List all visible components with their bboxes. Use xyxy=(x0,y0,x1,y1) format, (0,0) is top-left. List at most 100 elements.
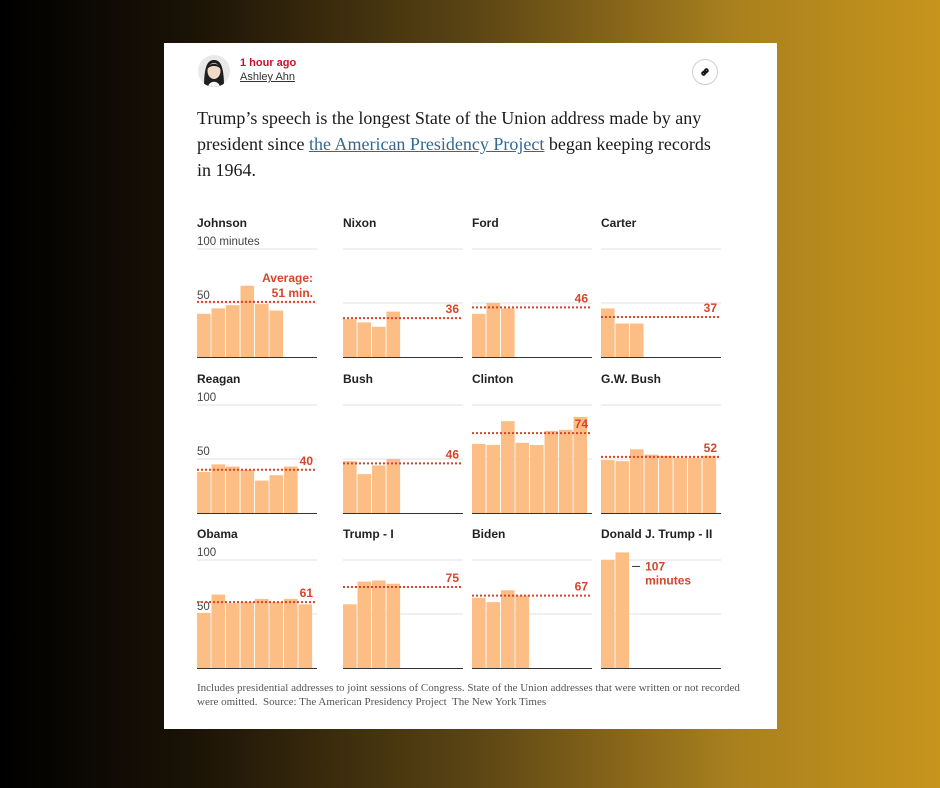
bar-obama xyxy=(226,603,240,668)
bar-obama xyxy=(211,594,226,668)
bar-donald-j-trump-ii xyxy=(601,560,615,668)
bar-clinton xyxy=(486,444,501,513)
panel-title-reagan: Reagan xyxy=(197,372,240,386)
average-label-trump-i: 75 xyxy=(446,571,460,585)
average-label-g-w-bush: 52 xyxy=(704,441,718,455)
bar-johnson xyxy=(240,285,255,357)
bar-reagan xyxy=(240,469,255,513)
bar-bush xyxy=(343,461,357,513)
author-link[interactable]: Ashley Ahn xyxy=(240,71,296,83)
average-label-johnson: 51 min. xyxy=(272,286,313,300)
footnote-note: Includes presidential addresses to joint… xyxy=(197,682,740,708)
article-card: 1 hour ago Ashley Ahn Trump’s speech is … xyxy=(164,43,777,729)
bar-obama xyxy=(255,598,269,668)
bar-reagan xyxy=(211,464,226,513)
bar-obama xyxy=(298,604,313,668)
bar-clinton xyxy=(472,443,486,513)
panel-title-carter: Carter xyxy=(601,216,637,230)
link-icon xyxy=(701,68,709,76)
panel-title-johnson: Johnson xyxy=(197,216,247,230)
bar-johnson xyxy=(255,304,269,357)
value-label-donald-j-trump-ii: 107 xyxy=(645,559,665,573)
average-label-carter: 37 xyxy=(704,301,718,315)
copy-link-button[interactable] xyxy=(692,59,718,85)
panel-title-nixon: Nixon xyxy=(343,216,376,230)
average-label-biden: 67 xyxy=(575,580,589,594)
value-label-donald-j-trump-ii: minutes xyxy=(645,573,691,587)
y-tick-label: 50 xyxy=(197,290,210,302)
y-tick-label: 50 xyxy=(197,446,210,458)
bar-clinton xyxy=(501,421,515,513)
bar-nixon xyxy=(357,322,372,357)
bar-g-w-bush xyxy=(601,460,615,513)
bar-g-w-bush xyxy=(630,449,644,513)
author-avatar[interactable] xyxy=(198,55,230,87)
y-tick-label: 100 xyxy=(197,547,216,559)
bar-obama xyxy=(269,602,284,668)
panel-title-trump-i: Trump - I xyxy=(343,527,394,541)
bar-reagan xyxy=(197,471,211,513)
bar-clinton xyxy=(515,442,530,513)
bar-clinton xyxy=(559,429,573,513)
bar-g-w-bush xyxy=(702,455,717,513)
bar-trump-i xyxy=(386,583,401,668)
average-label-obama: 61 xyxy=(300,586,314,600)
bar-clinton xyxy=(573,416,588,513)
panel-title-donald-j-trump-ii: Donald J. Trump - II xyxy=(601,527,712,541)
average-label-johnson: Average: xyxy=(262,271,313,285)
bar-johnson xyxy=(211,308,226,357)
average-label-reagan: 40 xyxy=(300,454,314,468)
y-tick-label: 50 xyxy=(197,601,210,613)
bar-reagan xyxy=(284,466,298,513)
bar-ford xyxy=(501,308,515,357)
footnote: Includes presidential addresses to joint… xyxy=(197,681,757,709)
bar-johnson xyxy=(197,313,211,357)
y-tick-label: 100 minutes xyxy=(197,236,260,248)
bar-clinton xyxy=(530,444,544,513)
headline: Trump’s speech is the longest State of t… xyxy=(197,105,722,183)
bar-biden xyxy=(501,590,515,668)
bar-reagan xyxy=(255,480,269,513)
bar-obama xyxy=(197,612,211,668)
bar-biden xyxy=(515,595,530,668)
bar-clinton xyxy=(544,430,559,513)
bar-nixon xyxy=(386,311,401,357)
footnote-source: Source: The American Presidency Project xyxy=(262,696,447,708)
bar-bush xyxy=(386,459,401,513)
bar-ford xyxy=(472,313,486,357)
bar-johnson xyxy=(269,310,284,357)
bar-bush xyxy=(357,474,372,513)
bar-ford xyxy=(486,303,501,357)
panel-title-g-w-bush: G.W. Bush xyxy=(601,372,661,386)
bar-obama xyxy=(240,602,255,668)
bar-donald-j-trump-ii xyxy=(615,552,630,668)
presidency-project-link[interactable]: the American Presidency Project xyxy=(308,134,545,154)
footnote-credit: The New York Times xyxy=(451,696,547,708)
bar-nixon xyxy=(372,326,386,357)
bar-carter xyxy=(615,323,630,357)
bar-biden xyxy=(472,597,486,668)
bar-reagan xyxy=(269,475,284,513)
bar-bush xyxy=(372,465,386,513)
bar-biden xyxy=(486,602,501,668)
bar-trump-i xyxy=(357,581,372,668)
y-tick-label: 100 xyxy=(197,392,216,404)
panel-title-bush: Bush xyxy=(343,372,373,386)
bar-johnson xyxy=(226,305,240,357)
bar-g-w-bush xyxy=(659,455,673,513)
bar-carter xyxy=(601,308,615,357)
bar-trump-i xyxy=(343,604,357,668)
panel-title-biden: Biden xyxy=(472,527,505,541)
headline-text-end: began keeping records in 1964. xyxy=(197,134,711,180)
bar-g-w-bush xyxy=(673,457,688,513)
bar-g-w-bush xyxy=(688,457,702,513)
average-label-bush: 46 xyxy=(446,447,460,461)
average-label-ford: 46 xyxy=(575,291,589,305)
bar-g-w-bush xyxy=(644,454,659,513)
bar-reagan xyxy=(226,466,240,513)
headline-text-start: Trump’s speech is the longest State of t… xyxy=(197,108,702,154)
average-label-nixon: 36 xyxy=(446,302,460,316)
timestamp: 1 hour ago xyxy=(240,57,297,69)
bar-trump-i xyxy=(372,580,386,668)
